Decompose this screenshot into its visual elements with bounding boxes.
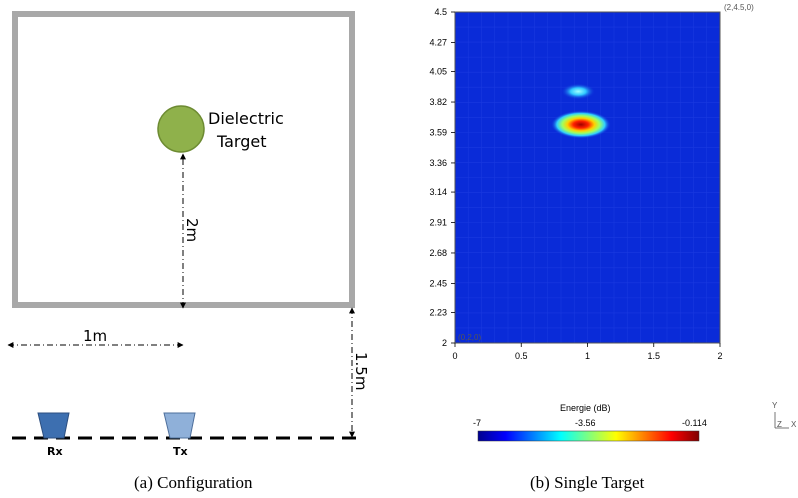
corner-label-top: (2,4.5,0) (724, 3, 754, 12)
y-tick-label: 2.23 (429, 308, 447, 318)
y-tick-label: 4.5 (434, 7, 447, 17)
x-tick-label: 1.5 (647, 351, 660, 361)
x-axis: 0 0.5 1 1.5 2 (452, 343, 723, 361)
triad-y-label: Y (772, 401, 778, 410)
height-label: 1.5m (352, 352, 370, 390)
axes-triad: Y Z X (772, 401, 797, 429)
colorbar-title: Energie (dB) (560, 403, 611, 413)
y-tick-label: 3.59 (429, 127, 447, 137)
rx-antenna (37, 412, 70, 439)
tx-antenna (163, 412, 196, 439)
y-tick-label: 2.91 (429, 218, 447, 228)
y-tick-label: 3.14 (429, 187, 447, 197)
tx-label: Tx (173, 445, 188, 458)
dielectric-target (157, 105, 205, 153)
corner-label-bottom: (0,2,0) (458, 333, 481, 342)
y-tick-label: 3.36 (429, 158, 447, 168)
x-tick-label: 0.5 (515, 351, 528, 361)
heatmap-grid (455, 12, 720, 343)
target-label-line1: Dielectric (208, 109, 284, 128)
y-axis: 2 2.23 2.45 2.68 2.91 3.14 3.36 3.59 3.82 4.05 4.2… (429, 7, 455, 348)
triad-x-label: X (791, 420, 797, 429)
y-tick-label: 4.27 (429, 37, 447, 47)
configuration-panel: Dielectric Target 2m 1m 1.5m Rx Tx (a) C… (7, 11, 370, 492)
triad-z-label: Z (777, 420, 782, 429)
y-tick-label: 2.45 (429, 278, 447, 288)
target-distance-label: 2m (183, 218, 201, 242)
target-label-line2: Target (216, 132, 267, 151)
colorbar-max-label: -0.114 (682, 418, 707, 428)
heatmap-hotspot (550, 110, 611, 139)
y-tick-label: 3.82 (429, 97, 447, 107)
configuration-caption: (a) Configuration (134, 473, 253, 492)
y-tick-label: 2 (442, 338, 447, 348)
colorbar-min-label: -7 (473, 418, 481, 428)
heatmap-caption: (b) Single Target (530, 473, 645, 492)
colorbar-mid-label: -3.56 (575, 418, 596, 428)
rx-label: Rx (47, 445, 63, 458)
x-tick-label: 2 (717, 351, 722, 361)
x-tick-label: 0 (452, 351, 457, 361)
colorbar (477, 430, 700, 442)
spacing-label: 1m (83, 327, 107, 345)
heatmap-hotspot (561, 83, 596, 100)
y-tick-label: 4.05 (429, 67, 447, 77)
x-tick-label: 1 (585, 351, 590, 361)
heatmap-panel: 2 2.23 2.45 2.68 2.91 3.14 3.36 3.59 3.82 4.05 4.2… (429, 3, 797, 492)
y-tick-label: 2.68 (429, 248, 447, 258)
heatmap-hotspots (550, 83, 611, 139)
